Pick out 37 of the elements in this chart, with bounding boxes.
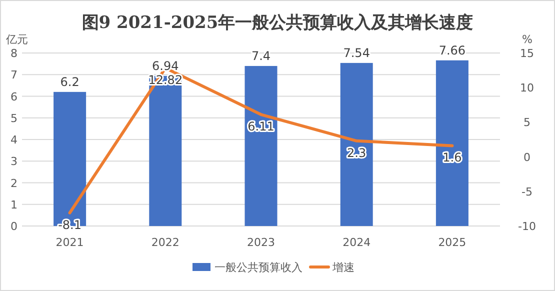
data-label: 7.66 [438, 43, 466, 58]
y2-axis-title: % [522, 33, 532, 46]
bar [244, 66, 278, 226]
legend-label: 一般公共预算收入 [214, 261, 302, 274]
data-label: 6.11 [248, 120, 274, 134]
y-tick-label: 1 [10, 198, 18, 212]
x-tick-label: 2024 [342, 236, 371, 249]
y-tick-label: 0 [10, 220, 18, 233]
y2-tick-label: 5 [524, 116, 530, 130]
y-tick-label: 5 [10, 112, 18, 125]
data-label: 2.3 [347, 146, 366, 160]
y2-tick-label: 10 [520, 82, 534, 95]
y2-tick-label: -5 [522, 185, 532, 198]
data-label: 6.2 [60, 74, 80, 89]
data-label: 7.4 [251, 48, 271, 63]
data-label: 7.54 [343, 46, 370, 60]
y-tick-label: 2 [10, 176, 18, 190]
y-tick-label: 3 [10, 155, 18, 168]
chart-title: 图9 2021-2025年一般公共预算收入及其增长速度 [82, 13, 474, 33]
y-tick-label: 4 [10, 134, 18, 146]
x-tick-label: 2025 [438, 236, 466, 249]
y2-tick-label: -10 [518, 220, 536, 233]
y-tick-label: 6 [10, 90, 18, 104]
legend-label: 增速 [332, 261, 354, 274]
bar [436, 60, 468, 226]
bar [340, 62, 373, 226]
x-tick-label: 2021 [56, 236, 84, 249]
x-tick-label: 2022 [151, 236, 180, 249]
data-label: 1.6 [442, 150, 462, 165]
data-label: 6.94 [152, 58, 179, 73]
y2-tick-label: 0 [524, 150, 530, 164]
y-tick-label: 8 [10, 47, 18, 60]
y-tick-label: 7 [10, 68, 18, 82]
x-tick-label: 2023 [247, 236, 275, 249]
bar [149, 76, 182, 226]
y-axis-title: 亿元 [5, 33, 28, 46]
y2-tick-label: 15 [520, 47, 534, 60]
